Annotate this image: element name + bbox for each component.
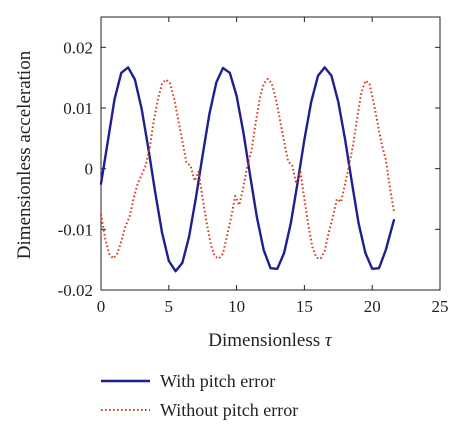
x-tick-label: 5 <box>165 297 174 316</box>
x-tick-label: 0 <box>97 297 106 316</box>
y-tick-label: -0.02 <box>58 281 93 300</box>
x-axis-title-symbol: τ <box>325 330 333 351</box>
x-tick-label: 10 <box>228 297 245 316</box>
x-axis-title-text: Dimensionless <box>208 330 320 351</box>
y-axis-title: Dimensionless acceleration <box>14 50 35 259</box>
series-line-without-pitch-error <box>100 77 395 260</box>
plot-frame <box>100 16 441 291</box>
y-tick-label: -0.01 <box>58 220 93 239</box>
y-tick-label: 0 <box>85 160 94 179</box>
series-line-with-pitch-error <box>99 66 396 273</box>
legend-label-with-pitch-error: With pitch error <box>160 371 275 391</box>
x-tick-label: 25 <box>432 297 449 316</box>
x-axis-title: Dimensionless τ <box>208 330 333 351</box>
legend: With pitch error Without pitch error <box>101 371 298 420</box>
x-tick-label: 20 <box>364 297 381 316</box>
x-tick-label: 15 <box>296 297 313 316</box>
y-tick-label: 0.01 <box>63 99 93 118</box>
legend-label-without-pitch-error: Without pitch error <box>160 400 298 420</box>
y-tick-label: 0.02 <box>63 38 93 57</box>
